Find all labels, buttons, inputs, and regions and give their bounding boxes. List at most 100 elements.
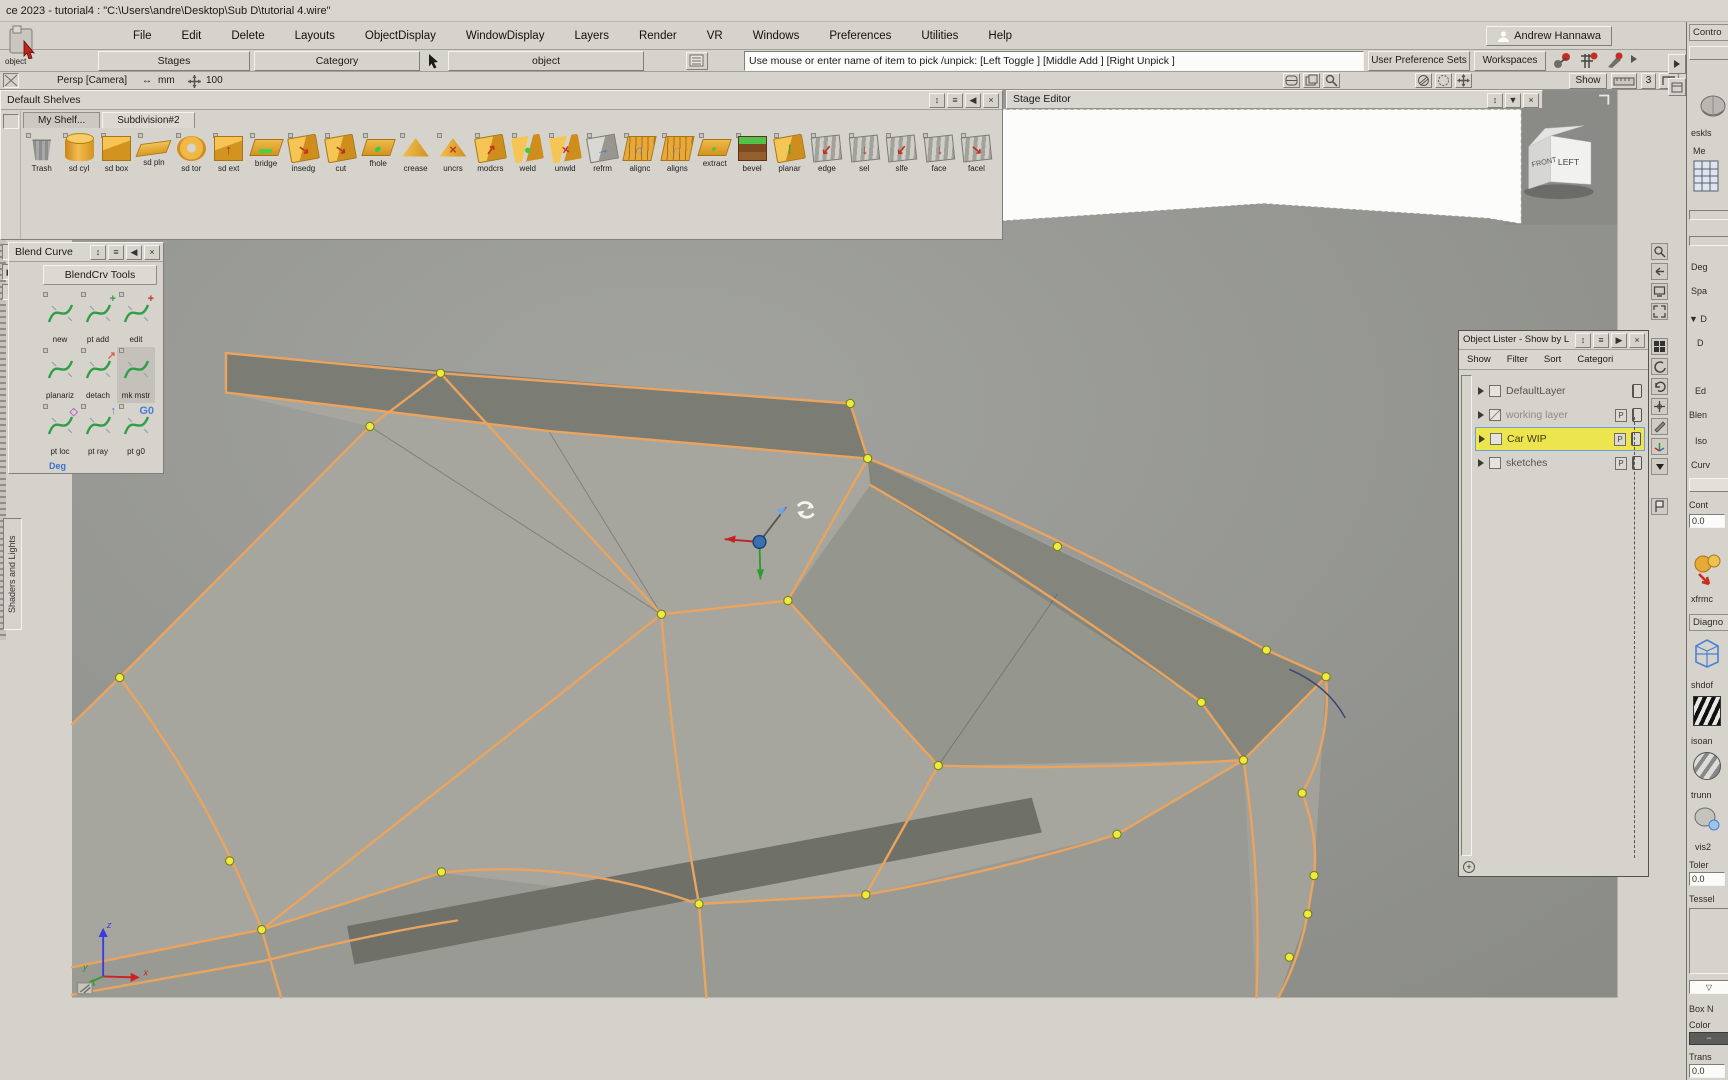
- layer-bracket-icon[interactable]: [1632, 408, 1642, 422]
- option-box-icon[interactable]: [399, 133, 405, 138]
- layer-name[interactable]: sketches: [1506, 457, 1548, 469]
- shelf-tool[interactable]: ↙ edge: [808, 133, 845, 173]
- blendcrv-tool[interactable]: planariz: [41, 347, 79, 403]
- layer-visibility-checkbox[interactable]: [1489, 385, 1501, 397]
- window-cross-icon[interactable]: [3, 73, 19, 88]
- menu-item[interactable]: File: [133, 30, 152, 42]
- grid-size-value[interactable]: 100: [206, 75, 223, 86]
- shelf-tool[interactable]: ↘ insedg: [285, 133, 322, 173]
- option-box-icon[interactable]: [43, 348, 48, 353]
- mini-slider[interactable]: [1689, 478, 1728, 492]
- shelf-tool[interactable]: × unwld: [546, 133, 583, 173]
- shelf-tool[interactable]: crease: [397, 133, 434, 173]
- shelf-tool-icon[interactable]: ↓: [848, 134, 881, 163]
- shelf-tool[interactable]: ● fhole: [360, 133, 397, 173]
- blendcrv-tool[interactable]: G0 pt g0: [117, 403, 155, 459]
- pick-cursor-icon[interactable]: [426, 53, 442, 69]
- user-preference-sets-button[interactable]: User Preference Sets: [1368, 51, 1470, 71]
- section-display[interactable]: ▼ D: [1689, 314, 1707, 324]
- shelf-tool-icon[interactable]: ×: [439, 138, 467, 157]
- shelf-tool[interactable]: ∩ aligns: [659, 133, 696, 173]
- lister-list-icon[interactable]: ≡: [1593, 333, 1609, 348]
- layer-name[interactable]: working layer: [1506, 409, 1568, 421]
- menu-item[interactable]: WindowDisplay: [465, 30, 545, 42]
- menu-item[interactable]: VR: [706, 30, 723, 42]
- lister-menu-item[interactable]: Sort: [1543, 354, 1562, 365]
- track-tool-icon[interactable]: [1577, 52, 1601, 70]
- pick-object-button[interactable]: object: [448, 51, 644, 71]
- shelf-tool-icon[interactable]: [64, 133, 95, 161]
- tab-subdivision2[interactable]: Subdivision#2: [102, 112, 195, 128]
- shelf-tool-icon[interactable]: [32, 139, 51, 161]
- layer-row[interactable]: working layer P: [1475, 403, 1645, 427]
- shelf-tool-icon[interactable]: ↘: [324, 133, 358, 164]
- stage-editor-titlebar[interactable]: Stage Editor ↕ ▼ ×: [1006, 90, 1543, 109]
- menu-item[interactable]: Preferences: [829, 30, 892, 42]
- blend-spinner-icon[interactable]: ↕: [90, 245, 106, 260]
- stage-close-icon[interactable]: ×: [1523, 93, 1539, 108]
- shelf-tool-icon[interactable]: [135, 140, 172, 157]
- shelf-tool[interactable]: ▪ extract: [696, 133, 733, 173]
- pick-state-badge[interactable]: P: [1615, 456, 1627, 470]
- ruler-icon[interactable]: [1611, 73, 1637, 89]
- layer-row[interactable]: sketches P: [1475, 451, 1645, 475]
- blendcrv-tools-tab[interactable]: BlendCrv Tools: [43, 265, 157, 285]
- object-lister-titlebar[interactable]: Object Lister - Show by L ↕ ≡ ▶ ×: [1459, 331, 1648, 350]
- shelf-tool[interactable]: ↙ slfe: [883, 133, 920, 173]
- snapshot-icon[interactable]: [1303, 73, 1320, 88]
- four-views-icon[interactable]: [1651, 338, 1668, 355]
- app-logo-icon[interactable]: [8, 25, 38, 59]
- show-menu-button[interactable]: Show: [1569, 73, 1607, 89]
- expand-grid-icon[interactable]: [1651, 303, 1668, 320]
- resize-grip[interactable]: [76, 982, 93, 995]
- expand-arrow-icon[interactable]: [1479, 435, 1485, 443]
- lister-menu-item[interactable]: Filter: [1506, 354, 1528, 365]
- shade-off-icon[interactable]: [1693, 638, 1728, 668]
- shelf-tool-icon[interactable]: ↑: [214, 136, 244, 161]
- shelf-tool[interactable]: Trash: [23, 133, 60, 173]
- xform-cv-icon[interactable]: [1691, 552, 1728, 588]
- track-view-icon[interactable]: [1651, 398, 1668, 415]
- shelf-tool[interactable]: ▬ bridge: [247, 133, 284, 173]
- layer-row[interactable]: DefaultLayer: [1475, 379, 1645, 403]
- pick-state-badge[interactable]: P: [1615, 408, 1627, 422]
- sphere-tool-icon[interactable]: [1693, 92, 1728, 124]
- blendcrv-tool[interactable]: ↑ pt ray: [79, 403, 117, 459]
- stripes-icon[interactable]: [1693, 752, 1721, 780]
- workspaces-button[interactable]: Workspaces: [1474, 51, 1546, 71]
- window-titlebar[interactable]: ce 2023 - tutorial4 : "C:\Users\andre\De…: [0, 0, 1728, 22]
- pick-state-badge[interactable]: P: [1614, 432, 1626, 446]
- menu-item[interactable]: Edit: [181, 30, 202, 42]
- shelf-tool[interactable]: sd box: [98, 133, 135, 173]
- blend-curve-titlebar[interactable]: Blend Curve ↕ ≡ ◀ ×: [9, 243, 163, 262]
- shelf-tool[interactable]: × uncrs: [434, 133, 471, 173]
- shelf-tool-icon[interactable]: ●: [511, 133, 545, 164]
- shelf-tool[interactable]: ↓ sel: [846, 133, 883, 173]
- option-box-icon[interactable]: [119, 348, 124, 353]
- layer-row[interactable]: Car WIP P: [1475, 427, 1645, 451]
- shelf-tool-icon[interactable]: ●: [360, 139, 396, 156]
- panel-window-icon[interactable]: [1668, 78, 1686, 96]
- layer-bracket-icon[interactable]: [1632, 384, 1642, 398]
- shelves-titlebar[interactable]: Default Shelves ↕ ≡ ◀ ×: [1, 91, 1002, 110]
- shelf-tool[interactable]: ● weld: [509, 133, 546, 173]
- blendcrv-tool[interactable]: new: [41, 291, 79, 347]
- shelves-dock-icon[interactable]: [2, 114, 19, 129]
- option-box-icon[interactable]: [437, 133, 443, 138]
- shelf-tool[interactable]: / planar: [771, 133, 808, 173]
- option-box-icon[interactable]: [119, 404, 124, 409]
- menu-item[interactable]: Layouts: [294, 30, 335, 42]
- tab-my-shelf[interactable]: My Shelf...: [23, 112, 101, 128]
- menu-item[interactable]: ObjectDisplay: [364, 30, 436, 42]
- expand-arrow-icon[interactable]: [1478, 411, 1484, 419]
- shelf-tool[interactable]: ↓ face: [920, 133, 957, 173]
- keypad-icon[interactable]: [1693, 160, 1728, 192]
- layer-visibility-checkbox[interactable]: [1490, 433, 1502, 445]
- blend-list-icon[interactable]: ≡: [108, 245, 124, 260]
- isoangle-icon[interactable]: [1693, 696, 1721, 726]
- option-box-icon[interactable]: [138, 133, 144, 138]
- shade-toggle-icon[interactable]: [1415, 73, 1432, 88]
- option-box-icon[interactable]: [250, 133, 256, 138]
- expand-arrow-icon[interactable]: [1478, 387, 1484, 395]
- me-label[interactable]: Me: [1693, 146, 1706, 156]
